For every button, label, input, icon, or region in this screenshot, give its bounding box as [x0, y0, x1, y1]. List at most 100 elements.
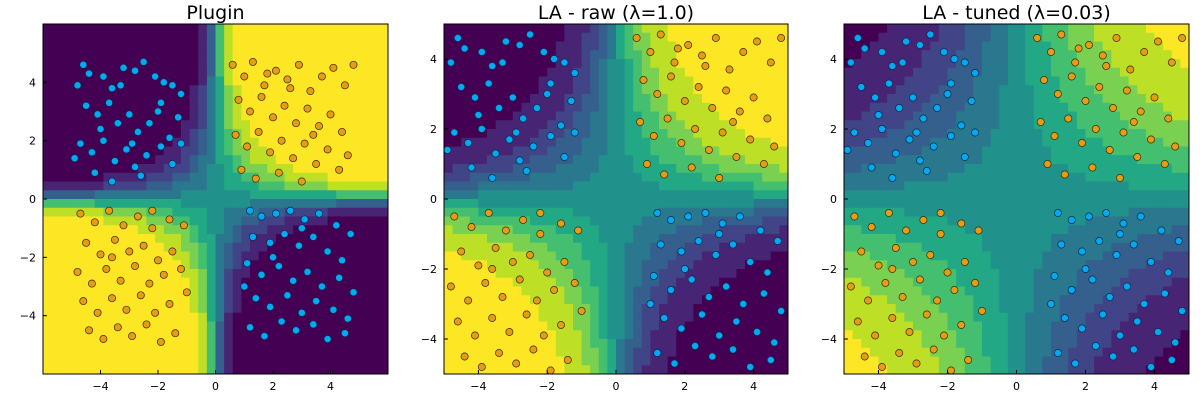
- y-tick-label: −4: [821, 333, 837, 346]
- x-tick-label: −2: [939, 380, 955, 393]
- y-tick-label: 0: [830, 193, 837, 206]
- point-class-1: [453, 317, 462, 326]
- point-class-0: [871, 93, 880, 102]
- point-class-0: [718, 219, 727, 228]
- point-class-1: [1105, 146, 1114, 154]
- point-class-0: [766, 356, 775, 364]
- point-class-0: [546, 79, 555, 88]
- x-tick-label: −4: [92, 380, 108, 393]
- point-class-0: [136, 171, 145, 180]
- point-class-0: [909, 93, 917, 102]
- point-class-0: [159, 78, 168, 87]
- point-class-0: [474, 111, 483, 119]
- point-class-0: [759, 289, 768, 298]
- point-class-1: [763, 114, 772, 123]
- point-class-0: [108, 177, 116, 186]
- point-class-0: [1078, 247, 1086, 256]
- point-class-0: [73, 81, 82, 90]
- point-class-1: [878, 363, 886, 371]
- point-class-1: [874, 261, 883, 270]
- point-class-1: [912, 359, 921, 368]
- point-class-0: [1140, 300, 1149, 308]
- point-class-1: [947, 366, 955, 374]
- point-class-1: [543, 268, 552, 277]
- point-class-1: [297, 177, 306, 186]
- point-class-0: [550, 55, 559, 63]
- point-class-0: [303, 267, 312, 276]
- point-class-0: [477, 48, 486, 56]
- point-class-0: [177, 139, 185, 148]
- point-class-0: [119, 63, 128, 72]
- point-class-1: [643, 160, 651, 168]
- point-class-0: [1119, 219, 1128, 228]
- point-class-0: [246, 323, 254, 332]
- point-class-0: [332, 221, 341, 230]
- point-class-1: [156, 337, 165, 346]
- x-tick-label: −2: [150, 380, 166, 393]
- point-class-0: [116, 81, 125, 90]
- point-class-1: [909, 258, 917, 266]
- point-class-1: [557, 219, 565, 228]
- point-class-0: [1050, 272, 1059, 280]
- point-class-0: [773, 237, 782, 245]
- point-class-0: [649, 272, 658, 280]
- point-class-0: [1081, 265, 1090, 273]
- point-class-0: [1160, 289, 1169, 298]
- point-class-0: [888, 174, 897, 182]
- panel-title: Plugin: [186, 2, 244, 24]
- point-class-0: [240, 282, 249, 291]
- point-class-0: [950, 55, 959, 63]
- x-tick-label: 4: [750, 380, 757, 393]
- point-class-0: [915, 41, 924, 49]
- point-class-0: [1085, 212, 1093, 221]
- point-class-1: [289, 154, 298, 163]
- point-class-1: [1129, 118, 1138, 126]
- point-class-1: [108, 253, 116, 262]
- point-class-0: [1154, 328, 1162, 336]
- point-class-1: [1053, 90, 1062, 98]
- point-class-0: [677, 324, 686, 333]
- point-class-1: [673, 44, 682, 53]
- point-class-0: [1133, 317, 1142, 326]
- point-class-1: [539, 331, 548, 340]
- point-class-1: [102, 265, 111, 273]
- point-class-1: [309, 130, 318, 139]
- point-class-1: [110, 235, 119, 244]
- point-class-1: [257, 92, 266, 101]
- point-class-1: [498, 293, 507, 301]
- point-class-1: [154, 256, 162, 265]
- x-tick-label: 2: [270, 380, 277, 393]
- point-class-0: [960, 58, 969, 67]
- point-class-0: [898, 58, 907, 67]
- point-class-0: [76, 139, 85, 148]
- point-class-1: [231, 130, 240, 139]
- point-class-0: [711, 251, 720, 259]
- point-class-1: [312, 160, 321, 168]
- point-class-0: [844, 146, 852, 154]
- point-class-1: [905, 328, 914, 336]
- point-class-0: [349, 288, 358, 297]
- point-class-1: [557, 321, 565, 329]
- point-class-0: [317, 282, 326, 291]
- y-tick-label: 4: [830, 53, 837, 66]
- point-class-1: [926, 251, 935, 259]
- point-class-1: [1102, 62, 1111, 70]
- x-tick-label: −4: [870, 380, 886, 393]
- point-class-1: [526, 251, 534, 259]
- point-class-0: [122, 145, 131, 154]
- point-class-1: [271, 66, 280, 75]
- point-class-1: [919, 216, 928, 224]
- point-class-1: [888, 265, 897, 273]
- point-class-0: [905, 135, 914, 144]
- point-class-0: [1067, 216, 1076, 224]
- point-class-1: [667, 72, 675, 81]
- point-class-1: [753, 37, 761, 46]
- point-class-1: [940, 331, 948, 340]
- point-class-1: [680, 97, 689, 105]
- point-class-0: [1053, 349, 1062, 357]
- point-class-1: [182, 288, 191, 297]
- point-class-0: [902, 37, 911, 46]
- point-class-1: [326, 110, 335, 119]
- point-class-0: [895, 104, 904, 112]
